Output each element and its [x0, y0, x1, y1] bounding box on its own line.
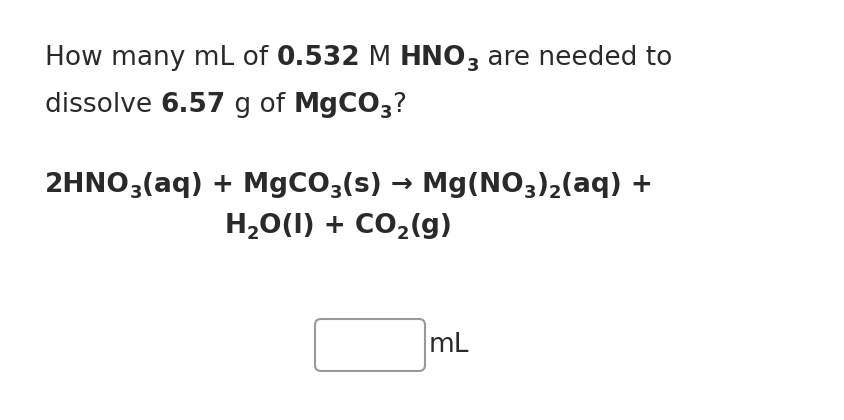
Text: dissolve: dissolve	[45, 92, 160, 118]
FancyBboxPatch shape	[315, 319, 425, 371]
Text: M: M	[360, 45, 399, 71]
Text: 6.57: 6.57	[160, 92, 225, 118]
Text: (aq) + MgCO: (aq) + MgCO	[142, 172, 330, 198]
Text: 3: 3	[130, 184, 142, 202]
Text: 3: 3	[523, 184, 536, 202]
Text: 2HNO: 2HNO	[45, 172, 130, 198]
Text: 3: 3	[380, 104, 392, 122]
Text: HNO: HNO	[399, 45, 466, 71]
Text: (aq) +: (aq) +	[560, 172, 652, 198]
Text: (g): (g)	[409, 213, 452, 239]
Text: 2: 2	[397, 225, 409, 243]
Text: g of: g of	[225, 92, 293, 118]
Text: 2: 2	[246, 225, 259, 243]
Text: H: H	[225, 213, 246, 239]
Text: 2: 2	[548, 184, 560, 202]
Text: (s) → Mg(NO: (s) → Mg(NO	[342, 172, 523, 198]
Text: 0.532: 0.532	[276, 45, 360, 71]
Text: 3: 3	[466, 57, 479, 75]
Text: ?: ?	[392, 92, 406, 118]
Text: O(l) + CO: O(l) + CO	[259, 213, 397, 239]
Text: MgCO: MgCO	[293, 92, 380, 118]
Text: ): )	[536, 172, 548, 198]
Text: How many mL of: How many mL of	[45, 45, 276, 71]
Text: 3: 3	[330, 184, 342, 202]
Text: are needed to: are needed to	[479, 45, 671, 71]
Text: mL: mL	[429, 332, 469, 358]
